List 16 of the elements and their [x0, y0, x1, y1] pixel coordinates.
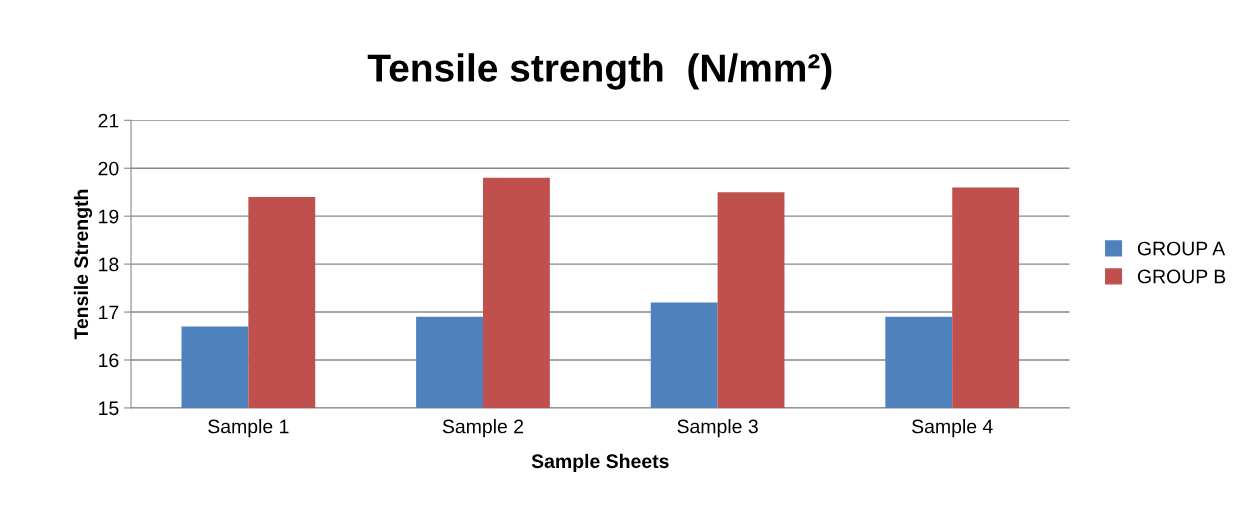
x-tick-label: Sample 2	[442, 419, 524, 438]
x-tick-label: Sample 4	[912, 419, 993, 438]
y-tick-label: 18	[99, 257, 119, 272]
y-axis-title: Tensile Strength	[73, 189, 93, 340]
y-tick-label: 17	[99, 305, 119, 320]
x-tick-label: Sample 3	[677, 419, 758, 438]
legend-label: GROUP A	[1137, 241, 1226, 256]
y-tick-label: 21	[98, 113, 119, 128]
x-tick-label: Sample 1	[208, 419, 289, 438]
y-tick-label: 15	[99, 401, 119, 416]
chart-title: Tensile strength (N/mm²)	[367, 53, 832, 90]
y-tick-label: 19	[99, 209, 119, 224]
y-tick-label: 16	[99, 353, 119, 368]
y-tick-label: 20	[98, 161, 119, 176]
legend-label: GROUP B	[1137, 269, 1226, 284]
x-axis-title: Sample Sheets	[531, 453, 669, 472]
